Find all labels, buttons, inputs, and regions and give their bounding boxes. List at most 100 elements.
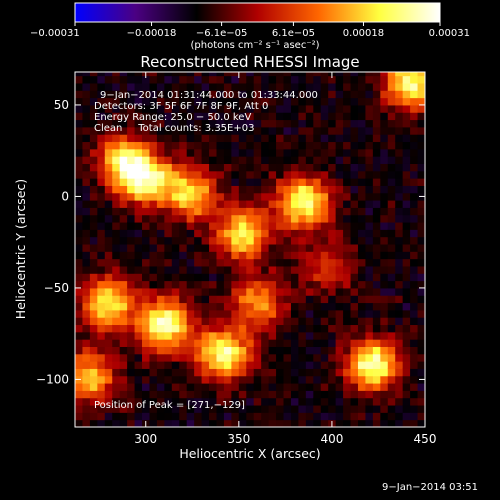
heatmap-cell [305,280,314,289]
heatmap-cell [417,119,425,128]
heatmap-cell [365,361,374,369]
heatmap-cell [305,412,314,421]
heatmap-cell [186,112,195,121]
heatmap-cell [253,156,262,164]
heatmap-cell [343,258,352,267]
heatmap-cell [395,82,404,91]
heatmap-cell [119,383,128,391]
heatmap-cell [82,141,91,150]
heatmap-cell [223,134,232,143]
heatmap-cell [201,280,210,289]
heatmap-cell [402,244,411,252]
heatmap-cell [290,104,299,113]
heatmap-cell [238,156,247,164]
heatmap-cell [231,222,240,230]
heatmap-cell [156,119,165,128]
heatmap-cell [283,97,292,106]
heatmap-cell [372,251,381,260]
heatmap-cell [112,126,121,135]
heatmap-cell [283,141,292,150]
heatmap-cell [372,112,381,121]
heatmap-cell [209,339,217,347]
heatmap-cell [209,346,217,355]
heatmap-cell [417,236,425,245]
heatmap-cell [372,419,381,427]
heatmap-cell [395,419,404,427]
heatmap-cell [164,163,173,172]
heatmap-cell [119,317,128,326]
heatmap-cell [372,229,381,238]
heatmap-cell [395,324,404,333]
heatmap-cell [104,134,113,143]
heatmap-cell [343,353,352,362]
heatmap-cell [142,302,150,311]
heatmap-cell [328,236,337,245]
heatmap-cell [268,236,277,245]
heatmap-cell [283,346,292,355]
heatmap-cell [276,317,285,326]
heatmap-cell [119,148,128,157]
heatmap-cell [357,97,366,106]
heatmap-cell [134,126,143,135]
heatmap-cell [268,302,277,311]
heatmap-cell [380,156,389,164]
heatmap-cell [328,163,337,172]
heatmap-cell [395,229,404,238]
heatmap-cell [194,280,203,289]
heatmap-cell [276,324,285,333]
heatmap-cell [201,397,210,406]
heatmap-cell [104,287,113,296]
heatmap-cell [335,156,344,164]
heatmap-cell [201,178,210,186]
heatmap-cell [298,119,307,128]
heatmap-cell [179,214,188,223]
heatmap-cell [156,419,165,427]
heatmap-cell [231,419,240,427]
heatmap-cell [127,141,136,150]
heatmap-cell [134,97,143,106]
heatmap-cell [261,375,270,384]
heatmap-cell [335,383,344,391]
heatmap-cell [223,397,232,406]
heatmap-cell [298,251,307,260]
heatmap-cell [104,72,113,77]
heatmap-cell [119,192,128,201]
heatmap-cell [82,302,91,311]
heatmap-cell [380,141,389,150]
heatmap-cell [194,251,203,260]
heatmap-cell [328,287,337,296]
heatmap-cell [372,236,381,245]
heatmap-cell [194,419,203,427]
heatmap-cell [246,72,255,77]
heatmap-cell [216,405,225,413]
heatmap-cell [350,383,359,391]
heatmap-cell [231,134,240,143]
heatmap-cell [186,141,195,150]
heatmap-cell [112,331,121,340]
heatmap-cell [357,412,366,421]
heatmap-cell [320,375,329,384]
heatmap-cell [164,82,173,91]
heatmap-cell [164,317,173,326]
heatmap-cell [97,156,106,164]
heatmap-cell [283,339,292,347]
heatmap-cell [223,383,232,391]
heatmap-cell [75,258,83,267]
heatmap-cell [305,331,314,340]
heatmap-cell [104,126,113,135]
heatmap-cell [223,90,232,99]
heatmap-cell [328,75,337,84]
heatmap-cell [104,317,113,326]
heatmap-cell [313,134,322,143]
heatmap-cell [127,90,136,99]
heatmap-cell [276,178,285,186]
heatmap-cell [104,222,113,230]
heatmap-cell [320,200,329,208]
heatmap-cell [209,207,217,216]
heatmap-cell [313,265,322,274]
heatmap-cell [276,361,285,369]
heatmap-cell [298,265,307,274]
heatmap-cell [127,317,136,326]
heatmap-cell [402,185,411,194]
heatmap-cell [246,97,255,106]
